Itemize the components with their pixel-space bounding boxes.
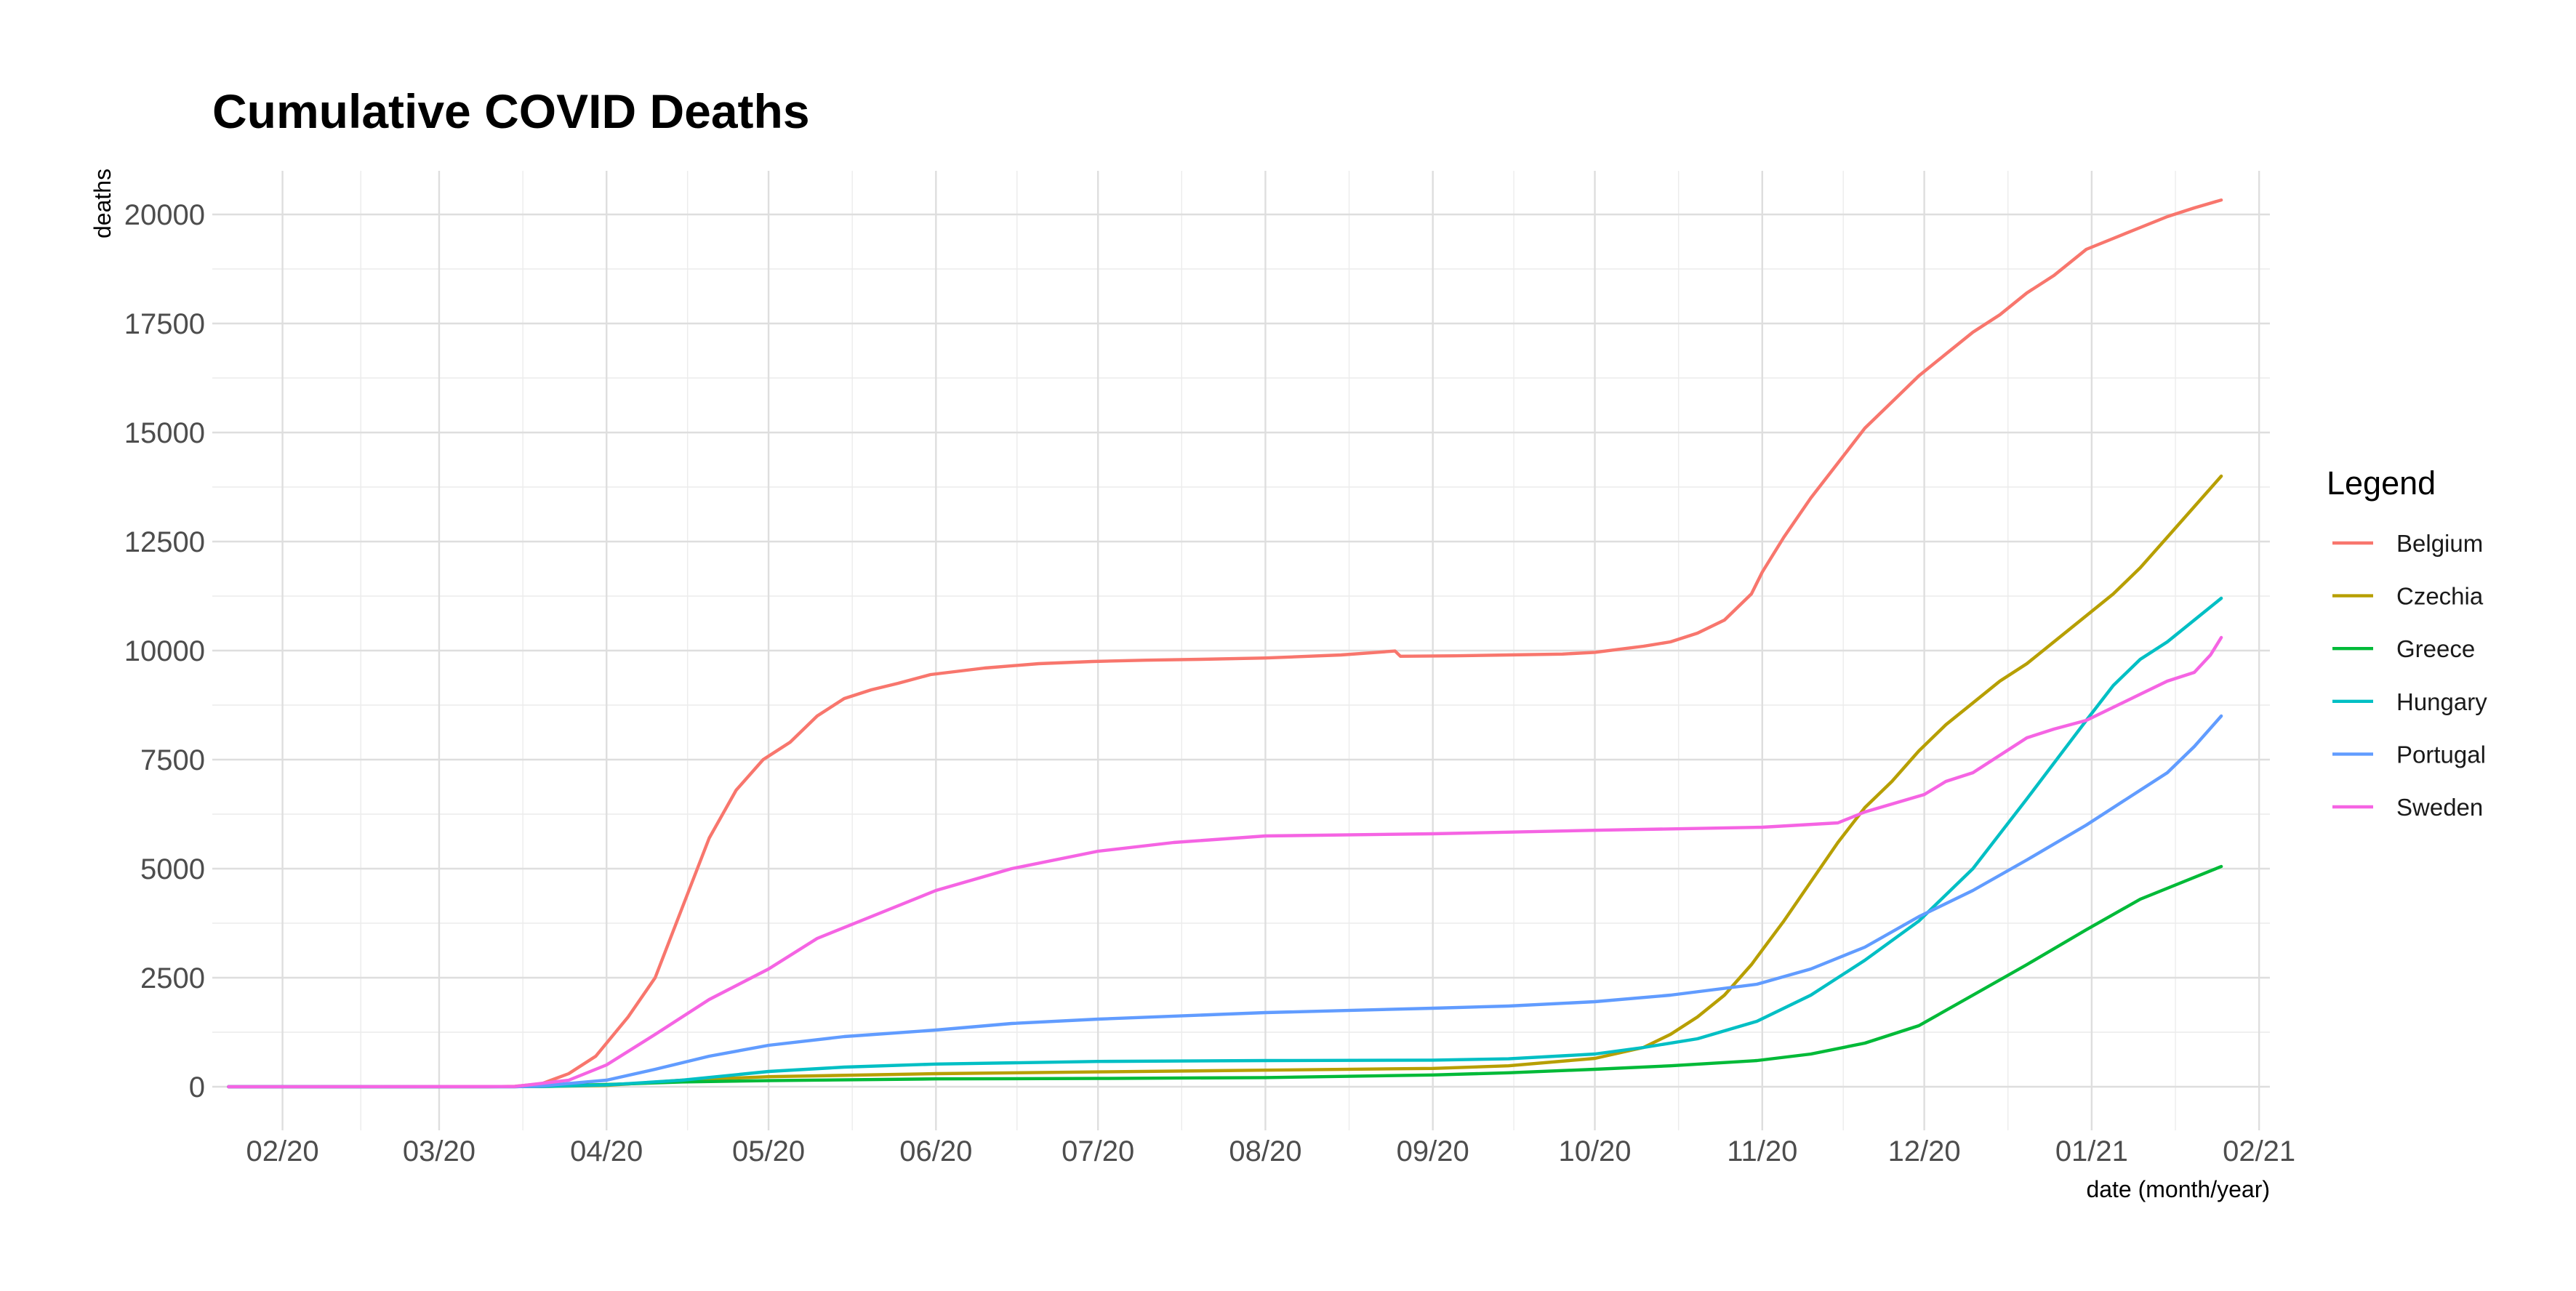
x-tick-label: 05/20	[732, 1135, 805, 1167]
y-tick-label: 5000	[140, 853, 205, 885]
y-tick-label: 20000	[124, 199, 205, 231]
series-line-greece	[227, 864, 2223, 1089]
y-tick-label: 10000	[124, 635, 205, 667]
x-tick-label: 12/20	[1888, 1135, 1961, 1167]
y-tick-label: 7500	[140, 744, 205, 776]
x-tick-label: 11/20	[1727, 1135, 1797, 1167]
series-line-belgium	[227, 198, 2223, 1089]
legend-items: Belgium Czechia Greece Hungary Portugal Swede…	[2332, 530, 2487, 821]
series-line-czechia	[227, 474, 2223, 1089]
chart-title: Cumulative COVID Deaths	[212, 84, 810, 138]
x-tick-label: 02/21	[2223, 1135, 2295, 1167]
legend-label-portugal: Portugal	[2396, 741, 2486, 768]
y-tick-label: 15000	[124, 417, 205, 449]
axis-layer: 02/20 03/20 04/20 05/20 06/20 07/20 08/20 09/20…	[124, 199, 2295, 1167]
series-line-portugal	[227, 714, 2223, 1089]
x-tick-label: 08/20	[1229, 1135, 1301, 1167]
legend-title: Legend	[2327, 464, 2436, 502]
legend-label-czechia: Czechia	[2396, 583, 2484, 610]
x-tick-label: 01/21	[2055, 1135, 2128, 1167]
x-axis-title: date (month/year)	[2086, 1176, 2270, 1202]
y-tick-label: 12500	[124, 526, 205, 558]
y-axis-title: deaths	[89, 169, 116, 238]
x-tick-label: 07/20	[1062, 1135, 1134, 1167]
series-line-sweden	[227, 635, 2223, 1089]
x-tick-label: 10/20	[1558, 1135, 1631, 1167]
series-line-hungary	[227, 596, 2223, 1089]
x-tick-label: 03/20	[403, 1135, 476, 1167]
x-tick-label: 04/20	[570, 1135, 643, 1167]
legend-label-hungary: Hungary	[2396, 688, 2487, 715]
legend-label-belgium: Belgium	[2396, 530, 2483, 557]
grid-layer	[212, 171, 2270, 1130]
legend-label-greece: Greece	[2396, 635, 2475, 662]
legend-label-sweden: Sweden	[2396, 794, 2483, 821]
x-tick-label: 09/20	[1397, 1135, 1469, 1167]
y-tick-label: 2500	[140, 962, 205, 994]
y-tick-label: 0	[189, 1071, 205, 1103]
x-tick-label: 06/20	[899, 1135, 972, 1167]
x-tick-label: 02/20	[246, 1135, 319, 1167]
series-layer	[227, 198, 2223, 1089]
y-tick-label: 17500	[124, 308, 205, 340]
legend: Legend Belgium Czechia Greece Hungary Portug…	[2327, 464, 2487, 821]
